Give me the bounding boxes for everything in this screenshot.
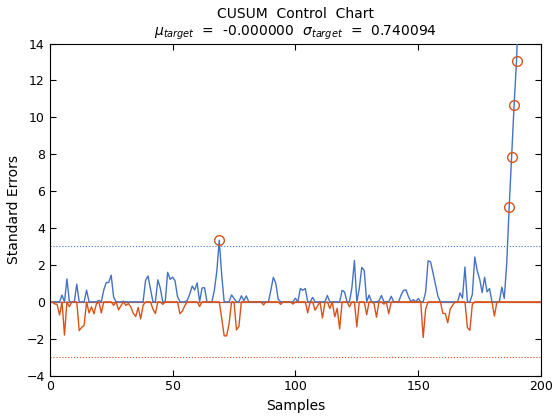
X-axis label: Samples: Samples — [266, 399, 325, 413]
Y-axis label: Standard Errors: Standard Errors — [7, 155, 21, 264]
Title: CUSUM  Control  Chart
$\mu_{target}$  =  -0.000000  $\sigma_{target}$  =  0.7400: CUSUM Control Chart $\mu_{target}$ = -0.… — [154, 7, 437, 42]
